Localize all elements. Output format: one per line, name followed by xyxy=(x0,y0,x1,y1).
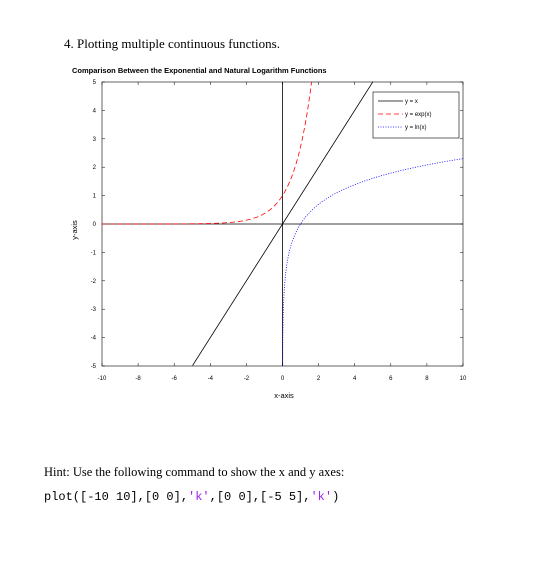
x-tick-label: 0 xyxy=(281,376,285,382)
x-tick-label: 10 xyxy=(460,376,467,382)
legend: y = x y = exp(x) y = ln(x) xyxy=(372,91,460,139)
y-tick-label: 4 xyxy=(93,108,97,114)
hint-text: Hint: Use the following command to show … xyxy=(44,465,345,479)
y-axis-label: y-axis xyxy=(70,220,79,240)
y-tick-label: 5 xyxy=(93,80,97,86)
code-text: ) xyxy=(332,490,340,504)
code-text: ,[0 0],[-5 5], xyxy=(209,490,311,504)
y-tick-label: -3 xyxy=(91,307,97,313)
y-tick-label: 3 xyxy=(93,137,97,143)
x-tick-label: -6 xyxy=(172,376,178,382)
section-heading: 4. Plotting multiple continuous function… xyxy=(64,36,280,51)
series-lines xyxy=(102,81,464,366)
chart-title: Comparison Between the Exponential and N… xyxy=(72,66,327,75)
legend-box xyxy=(372,91,460,139)
legend-label: y = x xyxy=(405,99,418,105)
x-tick-label: -8 xyxy=(135,376,141,382)
series-line-exp xyxy=(102,81,313,225)
x-tick-label: 4 xyxy=(353,376,357,382)
x-tick-label: -10 xyxy=(98,376,107,382)
y-tick-label: 1 xyxy=(93,194,97,200)
code-string: 'k' xyxy=(310,490,333,504)
y-tick-label: 0 xyxy=(93,222,97,228)
y-tick-label: -4 xyxy=(91,336,97,342)
code-text: plot([-10 10],[0 0], xyxy=(44,490,189,504)
y-tick-label: -5 xyxy=(91,364,97,370)
y-tick-label: -2 xyxy=(91,279,97,285)
legend-label: y = ln(x) xyxy=(405,125,427,131)
y-tick-label: -1 xyxy=(91,250,97,256)
legend-label: y = exp(x) xyxy=(405,112,432,118)
series-line-x xyxy=(192,81,374,366)
x-axis-label: x-axis xyxy=(274,391,294,400)
x-tick-label: -2 xyxy=(244,376,250,382)
code-string: 'k' xyxy=(188,490,210,504)
series-line-ln xyxy=(282,158,464,366)
x-tick-label: -4 xyxy=(208,376,214,382)
x-tick-label: 2 xyxy=(317,376,321,382)
y-tick-label: 2 xyxy=(93,165,97,171)
x-tick-label: 6 xyxy=(389,376,393,382)
x-tick-label: 8 xyxy=(425,376,429,382)
code-snippet: plot([-10 10],[0 0],'k',[0 0],[-5 5],'k'… xyxy=(44,490,339,504)
